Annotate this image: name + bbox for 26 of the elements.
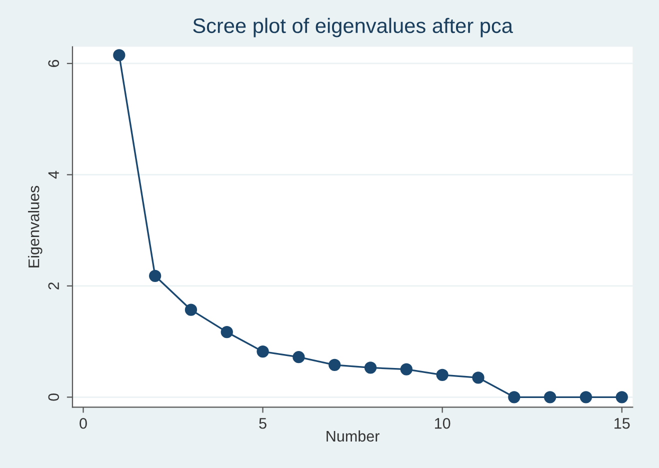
x-axis-title: Number [326, 430, 380, 442]
x-tick-label: 10 [435, 418, 450, 429]
point [328, 358, 341, 371]
point [220, 326, 233, 338]
point [400, 363, 412, 376]
point [544, 391, 556, 404]
point [364, 362, 377, 374]
y-tick-label: 6 [48, 60, 60, 67]
point [580, 391, 592, 404]
chart-title: Scree plot of eigenvalues after pca [193, 18, 513, 38]
point [113, 49, 126, 62]
point [184, 304, 198, 316]
point [508, 391, 520, 404]
point [616, 391, 628, 404]
point [149, 270, 162, 282]
x-tick-label: 0 [80, 418, 87, 429]
y-tick-label: 0 [48, 394, 60, 401]
point [436, 368, 448, 381]
y-axis-title: Eigenvalues [28, 186, 42, 268]
y-tick-label: 4 [48, 170, 59, 179]
point [292, 351, 305, 364]
x-tick-label: 5 [259, 418, 266, 429]
point [472, 372, 484, 384]
y-tick-label: 2 [48, 282, 59, 290]
x-tick-label: 15 [614, 418, 630, 429]
point [256, 345, 269, 358]
